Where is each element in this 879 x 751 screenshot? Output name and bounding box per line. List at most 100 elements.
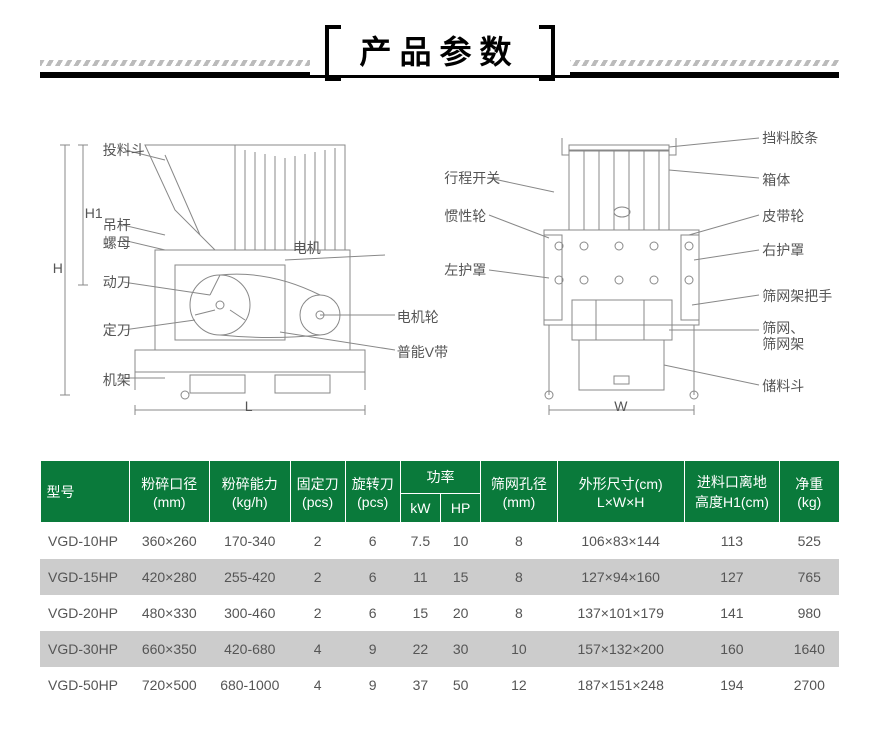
cell-crush-dia: 720×500 <box>129 667 210 703</box>
cell-inlet: 160 <box>684 631 779 667</box>
cell-inlet: 194 <box>684 667 779 703</box>
col-model: 型号 <box>40 461 129 523</box>
col-outer: 外形尺寸(cm) L×W×H <box>557 461 684 523</box>
cell-rotary: 9 <box>345 667 400 703</box>
cell-inlet: 113 <box>684 523 779 560</box>
table-row: VGD-15HP 420×280 255-420 2 6 11 15 8 127… <box>40 559 839 595</box>
cell-model: VGD-20HP <box>40 595 129 631</box>
cell-screen: 8 <box>481 595 557 631</box>
cell-outer: 187×151×248 <box>557 667 684 703</box>
diagram-left: H H1 L 投料斗 吊杆 螺母 动刀 定刀 机架 电机 电机轮 普能V带 <box>35 120 435 420</box>
cell-weight: 2700 <box>780 667 839 703</box>
cell-fixed: 4 <box>290 667 345 703</box>
cell-kw: 15 <box>400 595 440 631</box>
cell-rotary: 6 <box>345 559 400 595</box>
label-left-cover: 左护罩 <box>444 260 486 280</box>
diagram-left-svg <box>35 120 435 420</box>
label-screen-frame2: 筛网架 <box>762 334 804 354</box>
col-weight-l1: 净重 <box>795 476 823 492</box>
cell-hp: 50 <box>441 667 481 703</box>
col-inlet: 进料口离地 高度H1(cm) <box>684 461 779 523</box>
cell-fixed: 2 <box>290 523 345 560</box>
cell-outer: 137×101×179 <box>557 595 684 631</box>
label-moving-knife: 动刀 <box>103 272 131 292</box>
col-crush-cap: 粉碎能力 (kg/h) <box>210 461 291 523</box>
col-crush-dia: 粉碎口径 (mm) <box>129 461 210 523</box>
label-screen-handle: 筛网架把手 <box>762 286 832 306</box>
cell-fixed: 2 <box>290 559 345 595</box>
label-box: 箱体 <box>762 170 790 190</box>
cell-kw: 37 <box>400 667 440 703</box>
cell-hp: 15 <box>441 559 481 595</box>
dim-h1: H1 <box>85 205 103 221</box>
col-screen: 筛网孔径 (mm) <box>481 461 557 523</box>
cell-outer: 127×94×160 <box>557 559 684 595</box>
spec-table-body: VGD-10HP 360×260 170-340 2 6 7.5 10 8 10… <box>40 523 839 704</box>
cell-crush-cap: 255-420 <box>210 559 291 595</box>
cell-crush-cap: 300-460 <box>210 595 291 631</box>
label-hopper: 投料斗 <box>103 140 145 160</box>
cell-kw: 7.5 <box>400 523 440 560</box>
label-damper-strip: 挡料胶条 <box>762 128 818 148</box>
col-power: 功率 <box>400 461 481 494</box>
cell-crush-dia: 420×280 <box>129 559 210 595</box>
cell-kw: 11 <box>400 559 440 595</box>
cell-outer: 157×132×200 <box>557 631 684 667</box>
label-motor: 电机 <box>293 238 321 258</box>
label-v-belt: 普能V带 <box>397 342 448 362</box>
table-row: VGD-30HP 660×350 420-680 4 9 22 30 10 15… <box>40 631 839 667</box>
cell-rotary: 9 <box>345 631 400 667</box>
dim-h: H <box>53 260 63 276</box>
cell-crush-cap: 170-340 <box>210 523 291 560</box>
label-limit-switch: 行程开关 <box>444 168 500 188</box>
col-hp: HP <box>441 494 481 523</box>
cell-screen: 10 <box>481 631 557 667</box>
col-screen-l2: (mm) <box>503 494 536 510</box>
cell-kw: 22 <box>400 631 440 667</box>
col-inlet-l1: 进料口离地 <box>697 474 767 490</box>
cell-weight: 765 <box>780 559 839 595</box>
diagram-right-svg <box>444 120 844 420</box>
cell-weight: 980 <box>780 595 839 631</box>
col-weight-l2: (kg) <box>797 494 821 510</box>
cell-model: VGD-10HP <box>40 523 129 560</box>
label-motor-wheel: 电机轮 <box>397 307 439 327</box>
cell-screen: 8 <box>481 559 557 595</box>
col-fixed-l2: (pcs) <box>302 494 333 510</box>
dim-l: L <box>245 398 253 414</box>
cell-hp: 10 <box>441 523 481 560</box>
label-storage: 储料斗 <box>762 376 804 396</box>
cell-model: VGD-50HP <box>40 667 129 703</box>
col-rotary: 旋转刀 (pcs) <box>345 461 400 523</box>
dim-w: W <box>614 398 627 414</box>
col-crush-cap-l2: (kg/h) <box>232 494 268 510</box>
table-row: VGD-10HP 360×260 170-340 2 6 7.5 10 8 10… <box>40 523 839 560</box>
col-crush-dia-l1: 粉碎口径 <box>141 476 197 492</box>
label-belt-wheel: 皮带轮 <box>762 206 804 226</box>
cell-fixed: 2 <box>290 595 345 631</box>
cell-rotary: 6 <box>345 523 400 560</box>
col-rotary-l1: 旋转刀 <box>352 476 394 492</box>
col-crush-dia-l2: (mm) <box>153 494 186 510</box>
cell-crush-dia: 360×260 <box>129 523 210 560</box>
cell-screen: 12 <box>481 667 557 703</box>
cell-crush-dia: 660×350 <box>129 631 210 667</box>
col-weight: 净重 (kg) <box>780 461 839 523</box>
cell-inlet: 141 <box>684 595 779 631</box>
label-frame: 机架 <box>103 370 131 390</box>
col-inlet-l2: 高度H1(cm) <box>695 494 769 510</box>
diagrams-row: H H1 L 投料斗 吊杆 螺母 动刀 定刀 机架 电机 电机轮 普能V带 <box>0 90 879 440</box>
cell-hp: 30 <box>441 631 481 667</box>
col-outer-l2: L×W×H <box>597 494 644 510</box>
col-fixed-l1: 固定刀 <box>297 476 339 492</box>
label-fixed-knife: 定刀 <box>103 320 131 340</box>
col-crush-cap-l1: 粉碎能力 <box>222 476 278 492</box>
col-kw: kW <box>400 494 440 523</box>
label-nut: 螺母 <box>103 233 131 253</box>
page-title: 产品参数 <box>349 25 529 75</box>
cell-screen: 8 <box>481 523 557 560</box>
spec-table-header: 型号 粉碎口径 (mm) 粉碎能力 (kg/h) 固定刀 (pcs) 旋转刀 (… <box>40 461 839 523</box>
cell-model: VGD-30HP <box>40 631 129 667</box>
cell-hp: 20 <box>441 595 481 631</box>
title-bracket: 产品参数 <box>309 25 569 75</box>
